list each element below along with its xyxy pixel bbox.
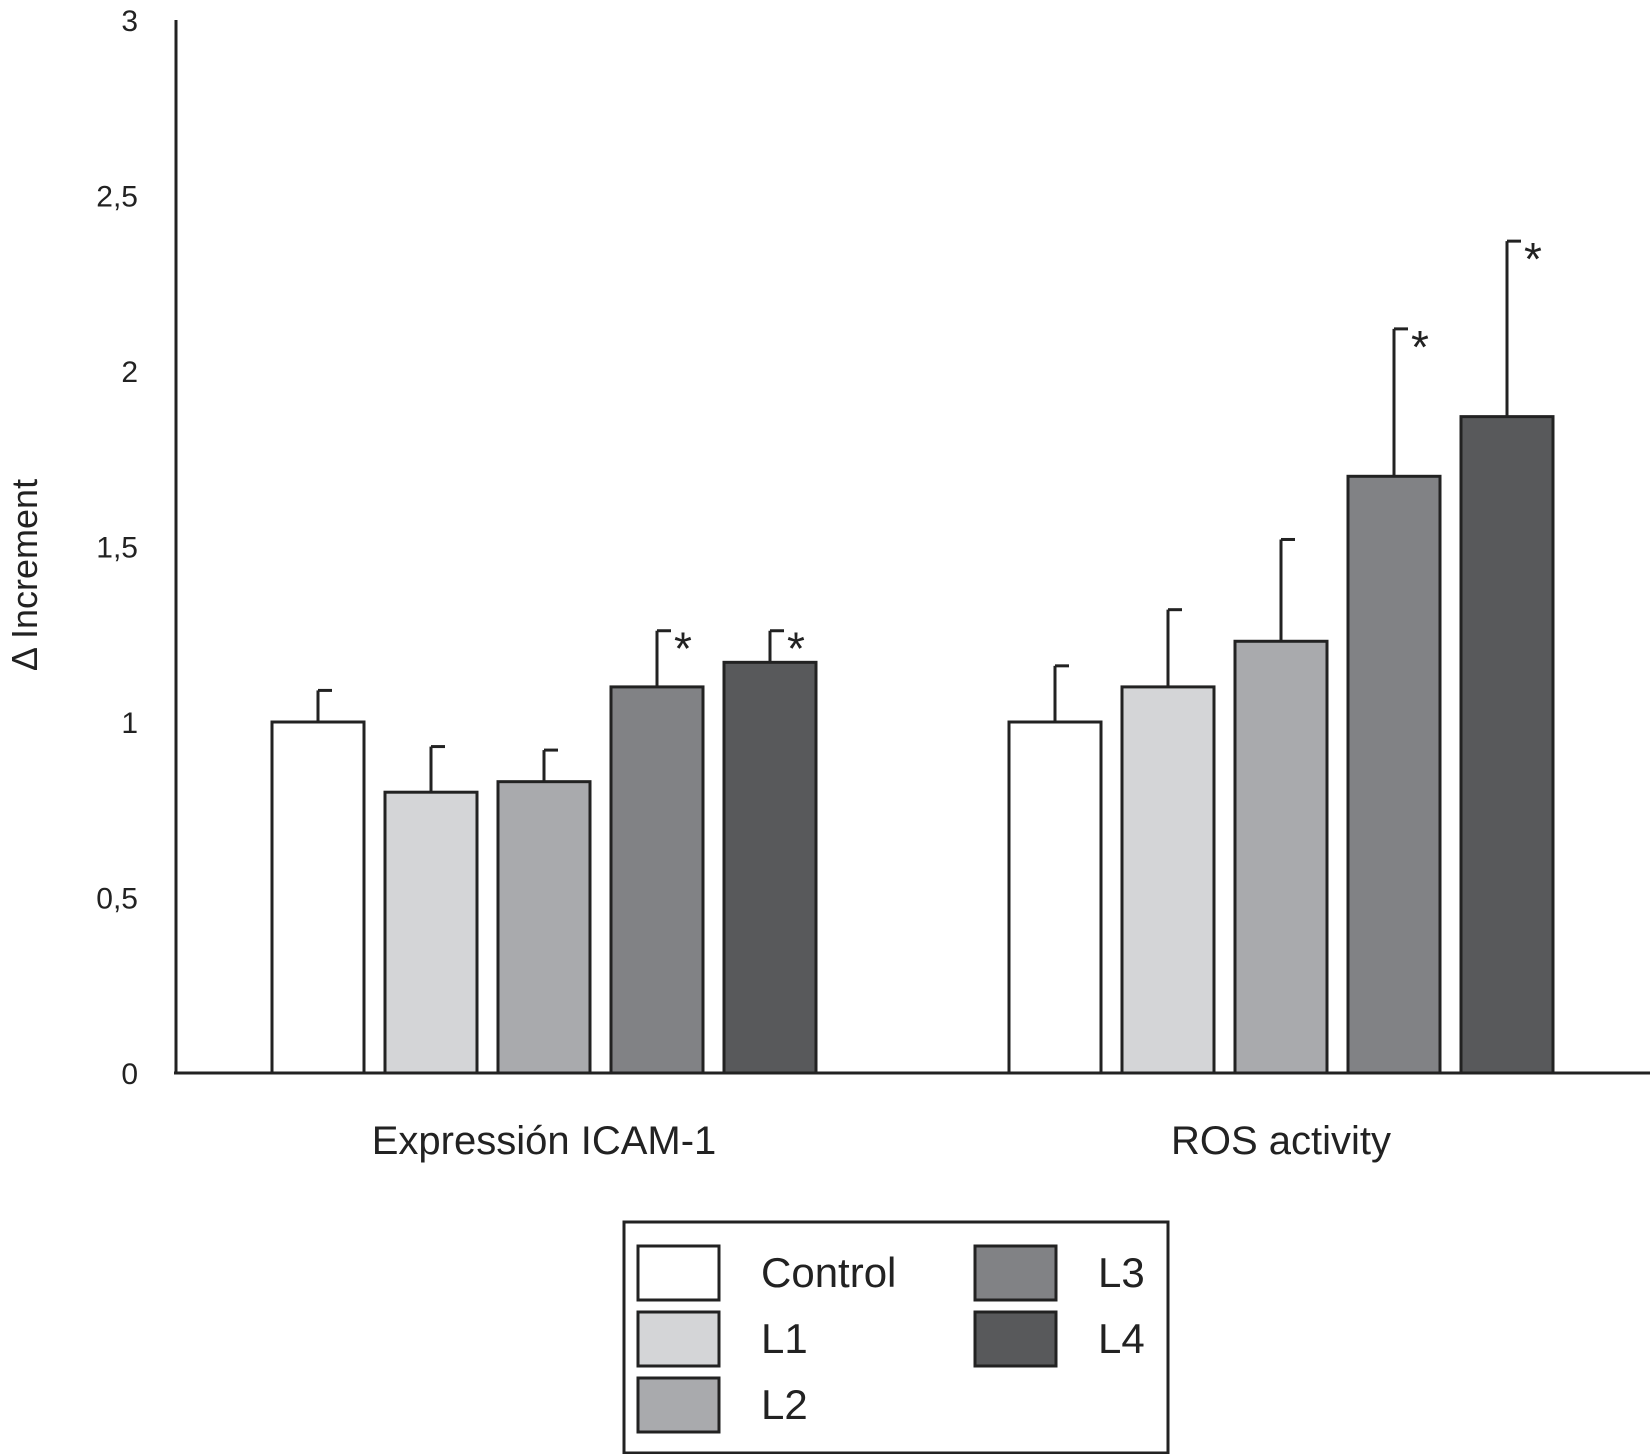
category-label: Expressión ICAM-1 (372, 1119, 717, 1163)
bar (383, 790, 479, 1075)
legend-swatch (636, 1376, 721, 1434)
y-tick-labels: 0 0,5 1 1,5 2 2,5 3 (96, 5, 138, 1091)
legend-swatch (636, 1244, 721, 1302)
category-label: ROS activity (1171, 1119, 1391, 1163)
y-tick-label: 0,5 (96, 883, 138, 916)
y-tick-label: 1,5 (96, 532, 138, 565)
bar (1459, 415, 1555, 1075)
bar (1233, 639, 1329, 1075)
significance-marker: * (1411, 321, 1429, 373)
y-tick-label: 3 (121, 5, 138, 38)
bar (496, 780, 592, 1075)
significance-marker: * (1524, 233, 1542, 285)
bar (1120, 685, 1216, 1075)
legend-label: L1 (761, 1315, 808, 1362)
y-tick-label: 2,5 (96, 181, 138, 214)
legend-label: L2 (761, 1381, 808, 1428)
legend-label: L3 (1098, 1249, 1145, 1296)
legend-swatch (973, 1310, 1058, 1368)
legend-swatch (973, 1244, 1058, 1302)
significance-marker: * (787, 623, 805, 675)
y-tick-label: 1 (121, 707, 138, 740)
bar (1346, 474, 1442, 1075)
legend-label: Control (761, 1249, 896, 1296)
y-tick-label: 2 (121, 356, 138, 389)
legend-swatch (636, 1310, 721, 1368)
legend-label: L4 (1098, 1315, 1145, 1362)
bar (270, 720, 366, 1075)
bar (609, 685, 705, 1075)
legend: Control L1 L2 L3 L4 (622, 1220, 1170, 1454)
significance-marker: * (674, 623, 692, 675)
plot-area: * * * * (270, 233, 1555, 1075)
bar (1007, 720, 1103, 1075)
y-tick-label: 0 (121, 1058, 138, 1091)
y-axis-label: Δ Increment (4, 479, 45, 671)
bar (722, 660, 818, 1075)
category-labels: Expressión ICAM-1 ROS activity (372, 1119, 1391, 1163)
